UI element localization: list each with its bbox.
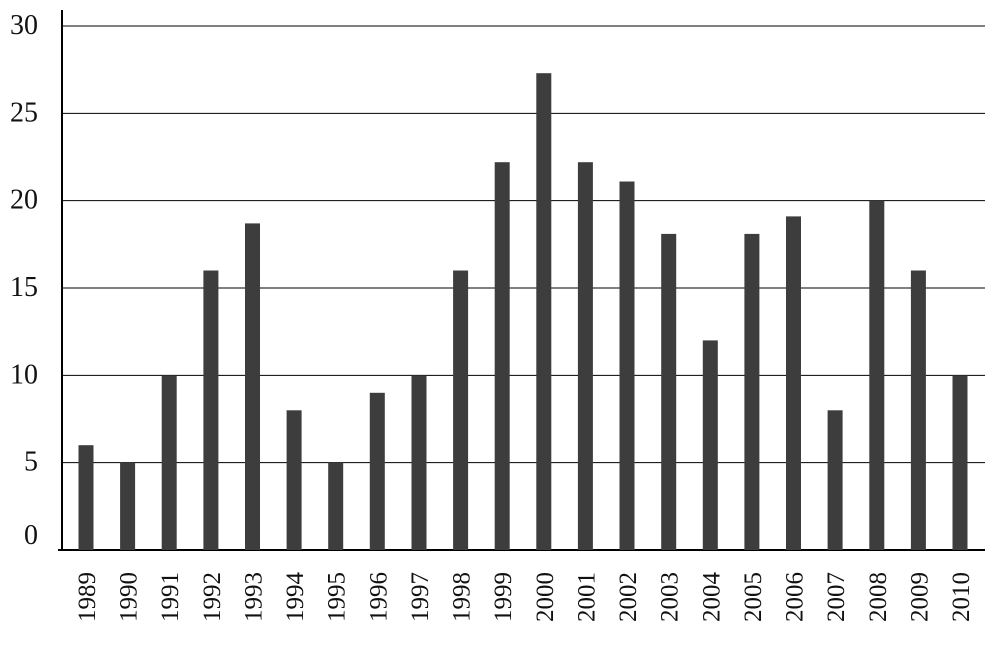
y-tick-label: 15 [10, 272, 38, 303]
y-tick-label: 25 [10, 97, 38, 128]
bar [536, 73, 552, 550]
bar [910, 270, 926, 550]
x-tick-label: 1990 [116, 572, 143, 622]
x-tick-label: 1997 [407, 572, 434, 622]
bar [453, 270, 469, 550]
x-tick-label: 1991 [157, 572, 184, 622]
x-tick-label: 2004 [698, 572, 725, 623]
bar [411, 375, 427, 550]
bar [161, 375, 177, 550]
bar [577, 162, 593, 550]
y-tick-label: 5 [24, 447, 38, 478]
x-tick-label: 1996 [365, 572, 392, 622]
x-tick-label: 1993 [240, 572, 267, 622]
bar [328, 462, 344, 550]
x-tick-label: 2005 [740, 572, 767, 622]
bar [369, 392, 385, 550]
y-tick-label: 0 [24, 520, 38, 551]
bar [661, 233, 677, 550]
y-tick-labels: 0 5 10 15 20 25 30 [10, 10, 38, 551]
bars [78, 73, 968, 550]
x-tick-label: 2007 [823, 572, 850, 622]
x-tick-label: 2003 [657, 572, 684, 622]
x-tick-label: 2010 [948, 572, 975, 622]
bar [120, 462, 136, 550]
x-tick-label: 1995 [324, 572, 351, 622]
bar [286, 410, 302, 550]
bar [744, 233, 760, 550]
bar [494, 162, 510, 550]
y-tick-label: 20 [10, 185, 38, 216]
x-tick-label: 2001 [573, 572, 600, 622]
y-tick-label: 10 [10, 359, 38, 390]
x-tick-labels: 1989 1990 1991 1992 1993 1994 1995 1996 1997 1998… [74, 572, 975, 623]
bar [827, 410, 843, 550]
bar [952, 375, 968, 550]
x-tick-label: 1989 [74, 572, 101, 622]
x-tick-label: 2008 [865, 572, 892, 622]
x-tick-label: 1994 [282, 572, 309, 623]
bar [78, 445, 94, 550]
x-tick-label: 1998 [449, 572, 476, 622]
x-tick-label: 1992 [199, 572, 226, 622]
bar [203, 270, 219, 550]
x-tick-label: 2006 [782, 572, 809, 622]
bar [869, 200, 885, 550]
gridlines [58, 25, 985, 551]
bar [702, 340, 718, 550]
bar [619, 181, 635, 550]
bar [786, 216, 801, 550]
x-tick-label: 2002 [615, 572, 642, 622]
x-tick-label: 1999 [490, 572, 517, 622]
x-tick-label: 2000 [532, 572, 559, 622]
x-tick-label: 2009 [906, 572, 933, 622]
bar [245, 223, 260, 550]
y-tick-label: 30 [10, 10, 38, 41]
